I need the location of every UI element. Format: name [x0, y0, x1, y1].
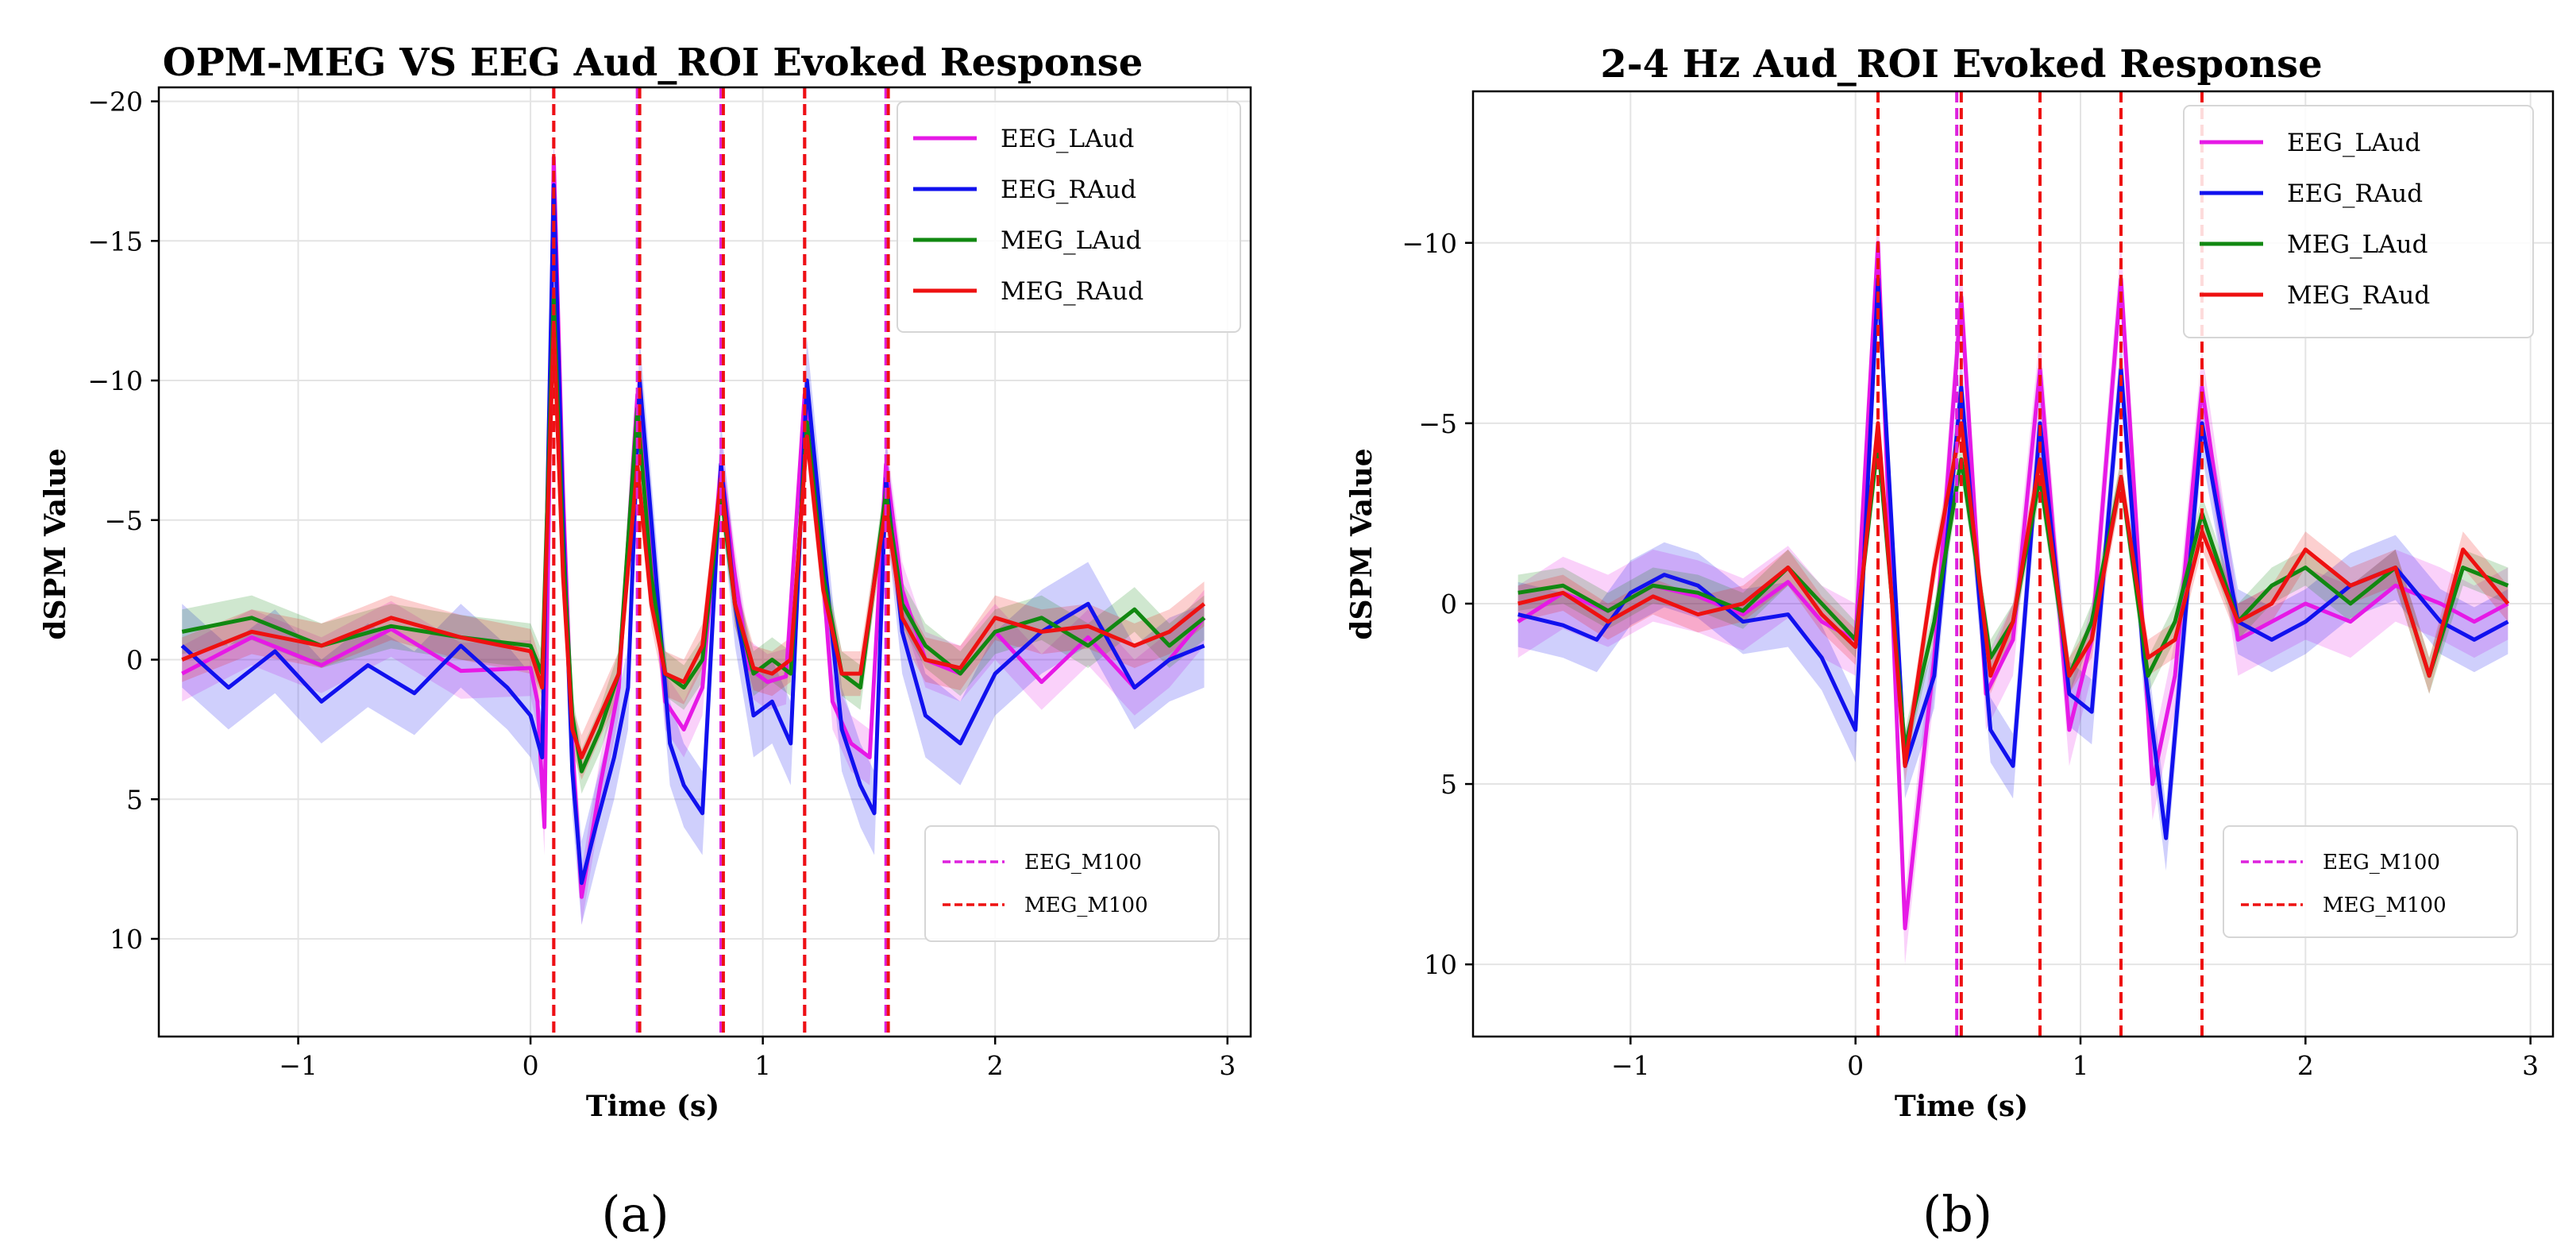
panel-a-ylabel: dSPM Value [39, 448, 72, 639]
panel-b-caption: (b) [1922, 1185, 1992, 1243]
y-tick-label: −15 [87, 226, 143, 257]
x-tick-label: 0 [523, 1050, 539, 1081]
band-meg-raud [182, 302, 1205, 780]
y-tick-label: 0 [1440, 589, 1457, 620]
panel-b-axes-frame [1471, 90, 2555, 1038]
y-tick-label: 5 [126, 784, 143, 815]
y-tick-label: −10 [1402, 228, 1457, 259]
legend-label: EEG_RAud [2287, 180, 2423, 208]
x-tick-label: 0 [1847, 1050, 1864, 1081]
panel-b-ylabel: dSPM Value [1345, 448, 1379, 639]
legend-label: MEG_LAud [2287, 230, 2428, 259]
panel-a: OPM-MEG VS EEG Aud_ROI Evoked Response T… [39, 41, 1252, 1243]
panel-a-data-layer [180, 87, 1206, 1037]
legend-label: EEG_M100 [2323, 851, 2440, 875]
line-eeg-raud [1517, 276, 2509, 840]
panel-b: 2-4 Hz Aud_ROI Evoked Response Time (s) … [1345, 42, 2555, 1243]
panel-a-title: OPM-MEG VS EEG Aud_ROI Evoked Response [163, 41, 1143, 85]
line-eeg-laud [1517, 241, 2509, 931]
panel-a-legend: EEG_LAud EEG_RAud MEG_LAud MEG_RAud [897, 101, 1241, 333]
legend-label: EEG_LAud [1001, 125, 1134, 153]
band-eeg-raud [182, 143, 1205, 925]
band-meg-laud [1517, 423, 2509, 766]
x-tick-label: 2 [2297, 1050, 2314, 1081]
panel-b-xlabel: Time (s) [1895, 1090, 2028, 1123]
legend-label: MEG_M100 [2323, 894, 2447, 917]
y-tick-label: 10 [110, 924, 143, 955]
y-tick-label: −5 [1418, 408, 1457, 439]
line-eeg-raud [180, 183, 1205, 886]
y-tick-label: −10 [87, 365, 143, 396]
line-meg-raud [1517, 421, 2510, 768]
x-tick-label: 3 [2522, 1050, 2539, 1081]
x-tick-label: 3 [1219, 1050, 1236, 1081]
legend-label: EEG_LAud [2287, 129, 2420, 157]
x-tick-label: 1 [754, 1050, 771, 1081]
band-meg-raud [1517, 405, 2509, 785]
y-tick-label: 10 [1424, 949, 1457, 980]
legend-label: MEG_RAud [2287, 281, 2430, 310]
x-tick-label: 2 [987, 1050, 1004, 1081]
legend-label: EEG_M100 [1024, 851, 1142, 875]
legend-frame [924, 825, 1220, 942]
y-tick-label: −20 [87, 87, 143, 118]
legend-frame [2183, 105, 2534, 338]
y-tick-label: 5 [1440, 769, 1457, 800]
legend-frame [2223, 825, 2518, 938]
panel-a-xlabel: Time (s) [586, 1090, 719, 1123]
panel-a-axes-frame [157, 86, 1252, 1038]
x-tick-label: −1 [279, 1050, 318, 1081]
x-tick-label: −1 [1611, 1050, 1650, 1081]
legend-label: MEG_M100 [1024, 894, 1148, 917]
panel-b-data-layer [1517, 91, 2510, 1037]
legend-label: MEG_RAud [1001, 277, 1143, 306]
panel-b-m100-legend: EEG_M100 MEG_M100 [2223, 825, 2518, 938]
x-tick-label: 1 [2073, 1050, 2089, 1081]
legend-label: EEG_RAud [1001, 176, 1136, 204]
panel-a-m100-legend: EEG_M100 MEG_M100 [924, 825, 1220, 942]
panel-b-title: 2-4 Hz Aud_ROI Evoked Response [1600, 42, 2322, 87]
panel-a-caption: (a) [601, 1185, 669, 1243]
panel-b-legend: EEG_LAud EEG_RAud MEG_LAud MEG_RAud [2183, 105, 2534, 338]
y-tick-label: 0 [126, 645, 143, 676]
legend-label: MEG_LAud [1001, 226, 1141, 255]
band-eeg-laud [1517, 207, 2509, 965]
y-tick-label: −5 [104, 505, 143, 536]
legend-frame [897, 101, 1241, 333]
